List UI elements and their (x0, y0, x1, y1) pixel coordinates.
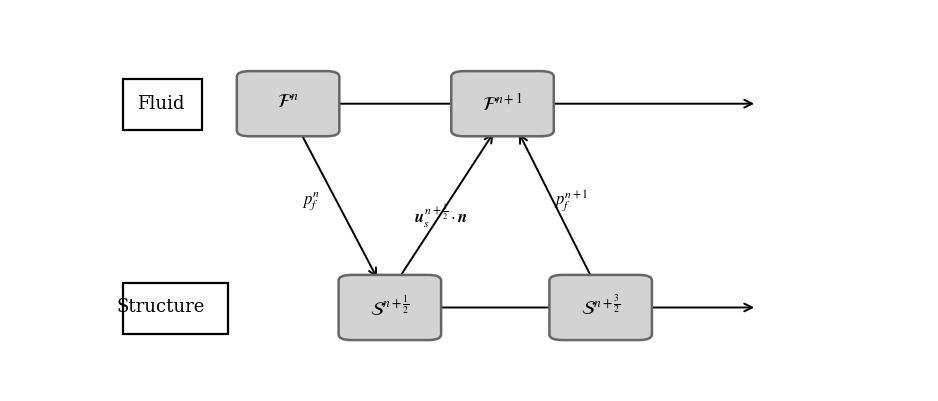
Text: $\mathcal{F}^{n}$: $\mathcal{F}^{n}$ (278, 95, 299, 112)
FancyBboxPatch shape (550, 275, 652, 340)
FancyBboxPatch shape (236, 71, 340, 136)
Text: $\mathcal{S}^{n+\frac{1}{2}}$: $\mathcal{S}^{n+\frac{1}{2}}$ (371, 295, 410, 320)
FancyBboxPatch shape (339, 275, 441, 340)
Text: $\boldsymbol{u}_s^{\,n+\frac{1}{2}} \cdot \boldsymbol{n}$: $\boldsymbol{u}_s^{\,n+\frac{1}{2}} \cdo… (414, 203, 468, 230)
Text: Structure: Structure (116, 298, 205, 316)
Text: $p_f^{n}$: $p_f^{n}$ (302, 190, 321, 212)
Text: $\mathcal{S}^{n+\frac{3}{2}}$: $\mathcal{S}^{n+\frac{3}{2}}$ (581, 295, 620, 320)
Text: $\mathcal{F}^{n+1}$: $\mathcal{F}^{n+1}$ (482, 93, 522, 115)
Text: Fluid: Fluid (137, 95, 185, 113)
FancyBboxPatch shape (123, 79, 202, 130)
Text: $p_f^{n+1}$: $p_f^{n+1}$ (554, 188, 589, 214)
FancyBboxPatch shape (451, 71, 553, 136)
FancyBboxPatch shape (123, 283, 229, 334)
